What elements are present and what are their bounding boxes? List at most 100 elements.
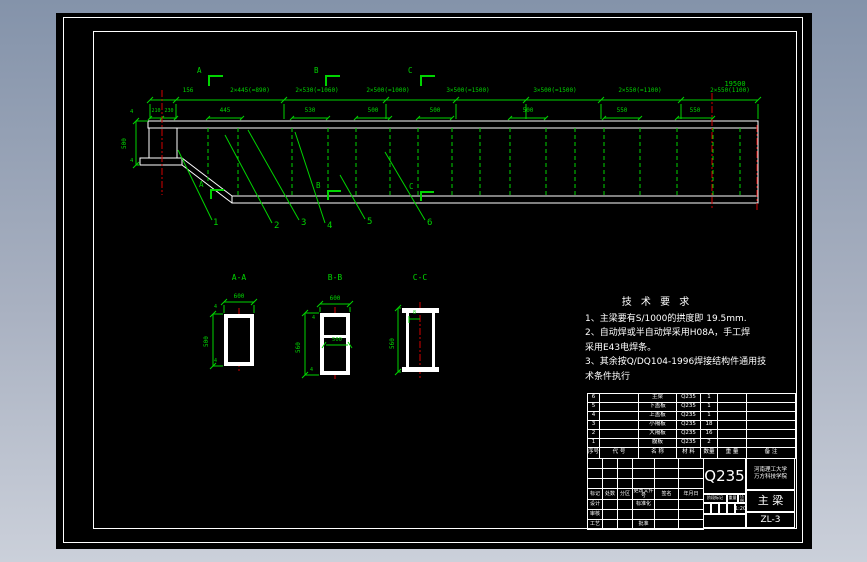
- table-cell: [617, 468, 633, 479]
- table-cell: 16: [700, 429, 718, 439]
- table-cell: 审核: [587, 509, 603, 520]
- table-cell: 1: [700, 393, 718, 403]
- table-cell: [632, 509, 655, 520]
- table-cell: 序号: [587, 447, 600, 459]
- table-cell: [602, 519, 618, 530]
- table-cell: [654, 468, 679, 479]
- weight-label: 重量: [727, 494, 738, 503]
- table-cell: 更改文件号: [632, 488, 655, 500]
- table-cell: [678, 519, 704, 530]
- section-mark-b: B: [316, 181, 321, 190]
- dim-chain-label: 156: [182, 87, 194, 94]
- sig-row: 标记 处数 分区 更改文件号 签名 年月日: [587, 488, 704, 500]
- table-cell: [654, 509, 679, 520]
- section-dim: 560: [389, 338, 396, 349]
- table-cell: 签名: [654, 488, 679, 500]
- stage-mark-label: 阶段标记: [703, 494, 727, 503]
- table-cell: [717, 420, 747, 430]
- dim-sub-label: 550: [616, 107, 628, 114]
- drawing-shape: [209, 310, 223, 370]
- drawing-shape: 标记 处数 分区 更改文件号 签名 年月日 设计 标准化 审核 工艺 批准: [587, 458, 704, 530]
- tech-requirement-line: 术条件执行: [585, 372, 631, 382]
- dim-chain-label: 2×550(=1100): [618, 87, 662, 94]
- table-cell: [678, 478, 704, 489]
- section-dim: 500: [203, 336, 210, 347]
- bom-header-row: 序号代 号名 称材 料数量重 量备 注: [587, 447, 796, 459]
- dim-total: 19500: [724, 80, 746, 88]
- drawing-shape: [149, 104, 759, 119]
- sig-row: [587, 478, 704, 489]
- dim-sub-label: 445: [219, 107, 231, 114]
- part-number: 3: [301, 218, 307, 228]
- section-mark-a: A: [199, 180, 204, 189]
- table-cell: 2: [587, 429, 600, 439]
- section-dim: 600: [329, 295, 341, 302]
- scale-value: 1:20: [735, 503, 746, 514]
- tech-requirement-line: 1、主梁要有S/1000的拱度即 19.5mm.: [585, 314, 747, 324]
- section-dim: 560: [295, 342, 302, 353]
- stage-mark-box: [727, 503, 735, 514]
- bom-row: 6 主梁 Q235 1: [587, 393, 796, 403]
- section-mark-c: C: [409, 182, 414, 191]
- drawing-shape: [208, 75, 435, 201]
- table-cell: [602, 499, 618, 510]
- sheet-outer-border: [63, 17, 803, 543]
- section-dim: 600: [233, 293, 245, 300]
- dim-chain-label: 2×530(=1060): [295, 87, 339, 94]
- drawing-linework: [132, 75, 762, 381]
- table-cell: [617, 458, 633, 469]
- drawing-shape: [316, 300, 354, 312]
- section-dim: 4: [214, 358, 218, 364]
- dim-chain-label: 2×445(=890): [230, 87, 270, 94]
- dim-sub-label: 210: [151, 108, 161, 114]
- table-cell: Q235: [676, 411, 701, 421]
- table-cell: [602, 468, 618, 479]
- drawing-shape: 6 主梁 Q235 1 5 下盖板 Q235 1 4 上盖板 Q235 1 3 小隔板 Q235 18 …: [587, 393, 796, 459]
- dim-sub-label: 500: [367, 107, 379, 114]
- drawing-shape: [321, 341, 353, 349]
- table-cell: 下盖板: [638, 402, 677, 412]
- table-cell: 设计: [587, 499, 603, 510]
- stiffener-dashed-lines: [207, 128, 741, 196]
- table-cell: [632, 458, 655, 469]
- dim-sub-label: 500: [522, 107, 534, 114]
- drawing-shape: [324, 335, 346, 338]
- table-cell: [587, 478, 603, 489]
- drawing-shape: [432, 313, 435, 367]
- drawing-shape: [402, 308, 439, 313]
- table-cell: 6: [587, 393, 600, 403]
- drawing-shape: [132, 117, 148, 169]
- table-cell: [599, 402, 639, 412]
- tech-requirement-line: 2、自动焊或半自动焊采用H08A，手工焊: [585, 328, 751, 338]
- sig-row: 审核: [587, 509, 704, 520]
- titleblock-signature-grid: 标记 处数 分区 更改文件号 签名 年月日 设计 标准化 审核 工艺 批准: [587, 458, 704, 530]
- dimension-lines: [132, 96, 762, 169]
- table-cell: [746, 411, 796, 421]
- table-cell: [617, 509, 633, 520]
- tech-requirement-line: 采用E43电焊条。: [585, 343, 657, 353]
- drawing-shape: [146, 96, 762, 104]
- drawing-shape: [406, 313, 409, 367]
- drawing-shape: [394, 304, 402, 376]
- stage-mark-box: [703, 503, 711, 514]
- company-cell: 河南理工大学 万方科技学院: [746, 458, 795, 490]
- table-cell: [678, 499, 704, 510]
- table-cell: [654, 478, 679, 489]
- part-number: 6: [427, 218, 433, 228]
- plate-thickness-label: 4: [130, 109, 134, 115]
- table-cell: [654, 458, 679, 469]
- sheet-count-cell: [703, 514, 746, 528]
- table-cell: 大隔板: [638, 429, 677, 439]
- table-cell: [632, 468, 655, 479]
- section-title-bb: B-B: [327, 273, 343, 282]
- table-cell: [599, 429, 639, 439]
- table-cell: [678, 458, 704, 469]
- table-cell: 批准: [632, 519, 655, 530]
- table-cell: 2: [700, 438, 718, 448]
- table-cell: 主梁: [638, 393, 677, 403]
- table-cell: 处数: [602, 488, 618, 500]
- table-cell: 数量: [700, 447, 718, 459]
- section-dimension-lines: [209, 298, 420, 379]
- table-cell: Q235: [676, 438, 701, 448]
- plate-thickness-label: 4: [130, 158, 134, 164]
